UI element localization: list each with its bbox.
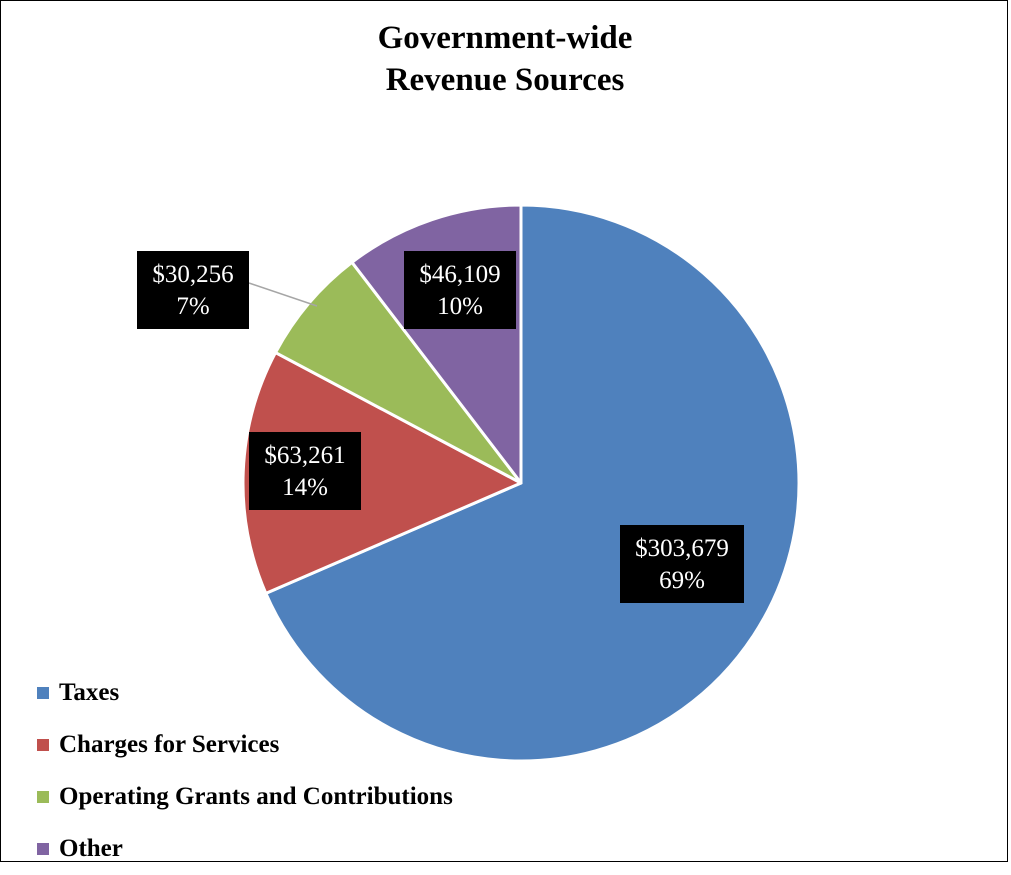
data-label-box-operating-grants [137, 251, 249, 329]
legend-item-operating-grants: Operating Grants and Contributions [37, 771, 453, 823]
data-label-taxes: $303,679 69% [620, 525, 744, 603]
data-label-percent-operating-grants: 7% [176, 293, 209, 320]
legend-swatch-charges-for-services [37, 739, 49, 751]
data-label-other: $46,109 10% [404, 251, 516, 329]
chart-title: Government-wide Revenue Sources [1, 17, 1009, 101]
legend-label-other: Other [59, 835, 123, 862]
legend-swatch-taxes [37, 687, 49, 699]
data-label-percent-taxes: 69% [659, 567, 705, 594]
data-label-operating-grants: $30,256 7% [137, 251, 249, 329]
data-label-value-taxes: $303,679 [635, 535, 729, 562]
leader-line-operating-grants [248, 282, 318, 307]
pie-slice-taxes [264, 203, 801, 763]
legend-item-charges-for-services: Charges for Services [37, 719, 453, 771]
chart-legend: Taxes Charges for Services Operating Gra… [37, 667, 453, 875]
data-label-charges-for-services: $63,261 14% [249, 432, 361, 510]
legend-label-charges-for-services: Charges for Services [59, 731, 280, 758]
legend-label-operating-grants: Operating Grants and Contributions [59, 783, 453, 810]
legend-swatch-operating-grants [37, 791, 49, 803]
pie-slice-charges-for-services [241, 351, 523, 595]
data-label-box-charges-for-services [249, 432, 361, 510]
legend-label-taxes: Taxes [59, 679, 120, 706]
legend-swatch-other [37, 843, 49, 855]
data-label-box-taxes [620, 525, 744, 603]
data-label-percent-other: 10% [437, 293, 483, 320]
legend-item-taxes: Taxes [37, 667, 453, 719]
data-label-percent-charges-for-services: 14% [282, 474, 328, 501]
data-label-value-other: $46,109 [419, 261, 500, 288]
legend-item-other: Other [37, 823, 453, 875]
data-label-box-other [404, 251, 516, 329]
data-label-value-operating-grants: $30,256 [152, 261, 233, 288]
data-label-value-charges-for-services: $63,261 [264, 442, 345, 469]
chart-title-line-1: Government-wide [377, 20, 633, 56]
chart-title-line-2: Revenue Sources [385, 62, 625, 98]
